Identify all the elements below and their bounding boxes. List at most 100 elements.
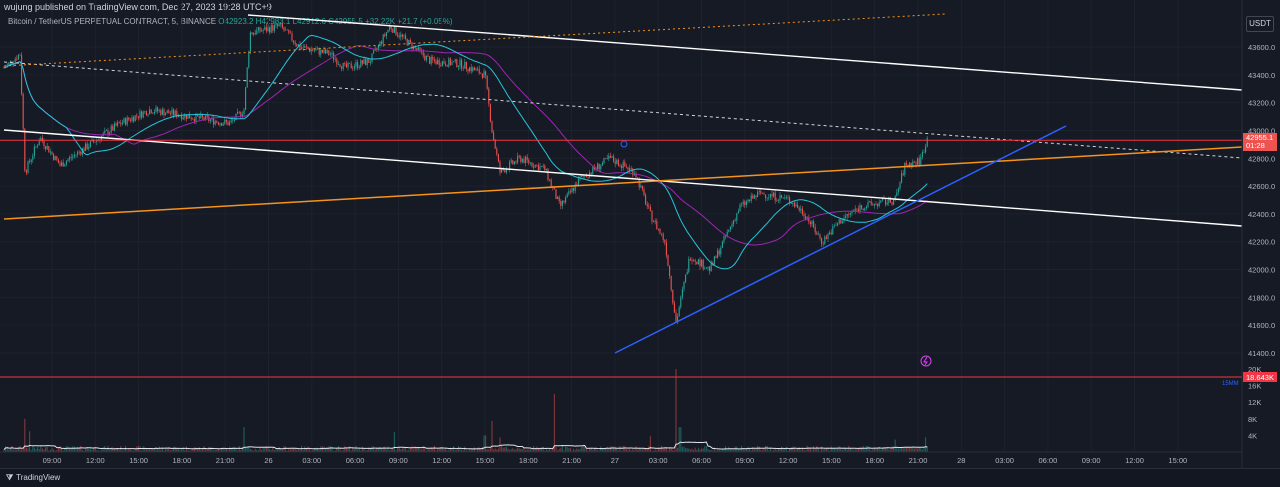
volume-bar (504, 447, 506, 452)
price-axis[interactable]: 43600.0 43400.0 43200.0 43000.0 42800.0 42600… (1248, 43, 1275, 358)
volume-bar (189, 450, 191, 452)
price-chart[interactable]: 43600.0 43400.0 43200.0 43000.0 42800.0 42600… (0, 0, 1280, 468)
candle-body (790, 202, 792, 204)
volume-bar (182, 447, 184, 452)
candle-body (725, 236, 727, 237)
candle-body (168, 110, 170, 114)
candle-body (405, 35, 407, 39)
volume-bar (590, 447, 592, 452)
candle-body (822, 243, 824, 245)
volume-bar (131, 450, 133, 452)
candle-body (803, 214, 805, 217)
volume-bar (253, 450, 255, 452)
volume-bar (795, 449, 797, 452)
volume-bar (281, 449, 283, 452)
volume-bar (262, 446, 264, 452)
candle-body (544, 165, 546, 170)
volume-bar (601, 448, 603, 452)
volume-bar (165, 448, 167, 452)
volume-bar (149, 448, 151, 452)
symbol-legend: Bitcoin / TetherUS PERPETUAL CONTRACT, 5… (8, 17, 453, 26)
volume-bar (446, 450, 448, 452)
candle-body (494, 139, 496, 149)
candle-body (923, 152, 925, 153)
volume-bar (390, 449, 392, 452)
candle-body (299, 44, 301, 49)
candle-body (345, 63, 347, 68)
candle-body (774, 192, 776, 201)
volume-bar (598, 450, 600, 452)
candle-body (160, 110, 162, 115)
candle-body (505, 168, 507, 173)
candle-body (768, 197, 770, 198)
volume-bar (878, 446, 880, 452)
volume-bar (456, 449, 458, 452)
volume-bar (915, 448, 917, 452)
candle-body (352, 68, 354, 69)
time-tick-label: 03:00 (302, 456, 321, 465)
candle-body (493, 132, 495, 140)
candle-body (571, 188, 573, 193)
candle-body (587, 176, 589, 178)
candle-body (664, 240, 666, 243)
moving-average-purple (3, 45, 928, 246)
volume-bar (755, 448, 757, 452)
volume-tick-label: 20K (1248, 365, 1261, 374)
candle-body (864, 208, 866, 211)
candle-body (126, 117, 128, 125)
candle-body (113, 123, 115, 131)
volume-bar (238, 446, 240, 452)
volume-bar (808, 447, 810, 452)
volume-bar (609, 446, 611, 452)
volume-bar (433, 445, 435, 452)
time-tick-label: 28 (957, 456, 965, 465)
volume-bar (94, 447, 96, 452)
volume-bar (70, 448, 72, 452)
volume-bar (912, 446, 914, 452)
candle-body (40, 137, 42, 142)
volume-bar (93, 448, 95, 452)
currency-unit-button[interactable]: USDT (1246, 16, 1274, 32)
volume-bar (121, 450, 123, 452)
candle-body (286, 29, 288, 31)
volume-bar (845, 448, 847, 452)
volume-bar (621, 450, 623, 452)
volume-bar (885, 448, 887, 452)
candle-body (733, 220, 735, 225)
candle-body (765, 194, 767, 199)
candle-body (699, 259, 701, 267)
volume-bar (605, 448, 607, 452)
volume-bar (41, 448, 43, 452)
time-axis[interactable]: 09:00 12:00 15:00 18:00 21:00 26 03:00 06:00 09:… (43, 456, 1188, 465)
volume-bar (529, 449, 531, 452)
candle-body (281, 23, 283, 28)
volume-bar (558, 448, 560, 452)
volume-bar (334, 450, 336, 452)
volume-bar (339, 448, 341, 452)
candle-body (141, 111, 143, 118)
candle-body (155, 107, 157, 112)
volume-bar (112, 447, 114, 452)
candle-body (560, 201, 562, 206)
candle-body (427, 55, 429, 57)
volume-bar (430, 447, 432, 452)
volume-bar (822, 449, 824, 452)
candle-body (707, 266, 709, 269)
candle-body (718, 250, 720, 255)
candle-body (445, 63, 447, 66)
candle-body (529, 162, 531, 164)
candle-body (533, 166, 535, 168)
volume-bar (27, 448, 29, 452)
candle-body (585, 175, 587, 177)
candle-body (478, 68, 480, 74)
volume-bar (57, 446, 59, 452)
volume-bar (758, 446, 760, 452)
volume-bar (502, 447, 504, 452)
candle-body (358, 66, 360, 68)
volume-bar (689, 449, 691, 452)
volume-bar (805, 450, 807, 452)
candle-body (646, 204, 648, 207)
volume-bar (645, 448, 647, 452)
candle-body (165, 113, 167, 116)
alert-icon[interactable] (920, 355, 932, 367)
